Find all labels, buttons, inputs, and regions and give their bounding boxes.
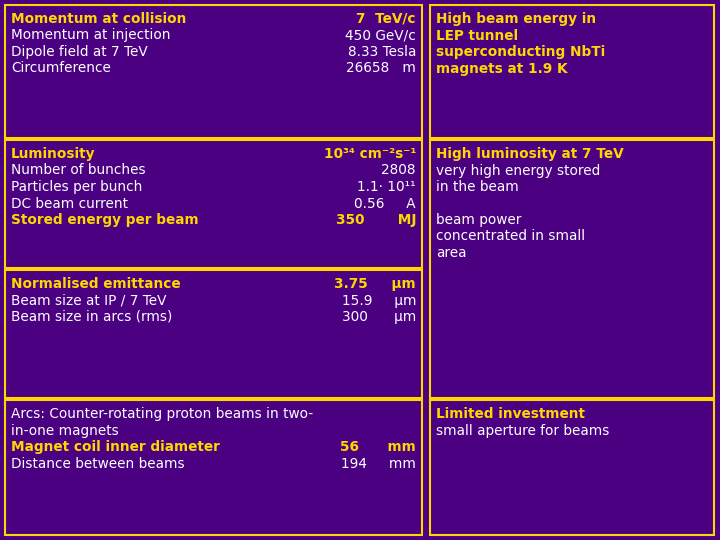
- Text: magnets at 1.9 K: magnets at 1.9 K: [436, 62, 567, 76]
- Text: 15.9     μm: 15.9 μm: [341, 294, 416, 307]
- Text: concentrated in small: concentrated in small: [436, 230, 585, 244]
- Text: 8.33 Tesla: 8.33 Tesla: [348, 45, 416, 59]
- Text: 7  TeV/c: 7 TeV/c: [356, 12, 416, 26]
- Text: 450 GeV/c: 450 GeV/c: [346, 29, 416, 43]
- Text: beam power: beam power: [436, 213, 521, 227]
- Text: 0.56     A: 0.56 A: [354, 197, 416, 211]
- FancyBboxPatch shape: [5, 400, 422, 535]
- Text: superconducting NbTi: superconducting NbTi: [436, 45, 606, 59]
- Text: DC beam current: DC beam current: [11, 197, 128, 211]
- Text: LEP tunnel: LEP tunnel: [436, 29, 518, 43]
- Text: Number of bunches: Number of bunches: [11, 164, 145, 178]
- Text: Dipole field at 7 TeV: Dipole field at 7 TeV: [11, 45, 148, 59]
- Text: Normalised emittance: Normalised emittance: [11, 277, 181, 291]
- Text: 3.75     μm: 3.75 μm: [334, 277, 416, 291]
- FancyBboxPatch shape: [5, 140, 422, 268]
- Text: in-one magnets: in-one magnets: [11, 423, 119, 437]
- Text: 2808: 2808: [382, 164, 416, 178]
- FancyBboxPatch shape: [430, 5, 714, 138]
- Text: 10³⁴ cm⁻²s⁻¹: 10³⁴ cm⁻²s⁻¹: [323, 147, 416, 161]
- Text: Momentum at collision: Momentum at collision: [11, 12, 186, 26]
- Text: Circumference: Circumference: [11, 62, 111, 76]
- Text: Stored energy per beam: Stored energy per beam: [11, 213, 199, 227]
- Text: Magnet coil inner diameter: Magnet coil inner diameter: [11, 440, 220, 454]
- Text: High beam energy in: High beam energy in: [436, 12, 596, 26]
- Text: 1.1· 10¹¹: 1.1· 10¹¹: [357, 180, 416, 194]
- Text: Beam size in arcs (rms): Beam size in arcs (rms): [11, 310, 172, 324]
- Text: Beam size at IP / 7 TeV: Beam size at IP / 7 TeV: [11, 294, 166, 307]
- FancyBboxPatch shape: [5, 270, 422, 398]
- Text: area: area: [436, 246, 467, 260]
- FancyBboxPatch shape: [5, 5, 422, 138]
- FancyBboxPatch shape: [430, 400, 714, 535]
- Text: High luminosity at 7 TeV: High luminosity at 7 TeV: [436, 147, 624, 161]
- Text: very high energy stored: very high energy stored: [436, 164, 600, 178]
- Text: Arcs: Counter-rotating proton beams in two-: Arcs: Counter-rotating proton beams in t…: [11, 407, 313, 421]
- Text: in the beam: in the beam: [436, 180, 518, 194]
- Text: small aperture for beams: small aperture for beams: [436, 423, 609, 437]
- Text: Particles per bunch: Particles per bunch: [11, 180, 143, 194]
- FancyBboxPatch shape: [430, 140, 714, 398]
- Text: 194     mm: 194 mm: [341, 456, 416, 470]
- Text: 56      mm: 56 mm: [341, 440, 416, 454]
- Text: Momentum at injection: Momentum at injection: [11, 29, 171, 43]
- Text: Luminosity: Luminosity: [11, 147, 96, 161]
- Text: 26658   m: 26658 m: [346, 62, 416, 76]
- Text: 300      μm: 300 μm: [342, 310, 416, 324]
- Text: 350       MJ: 350 MJ: [336, 213, 416, 227]
- Text: Distance between beams: Distance between beams: [11, 456, 184, 470]
- Text: Limited investment: Limited investment: [436, 407, 585, 421]
